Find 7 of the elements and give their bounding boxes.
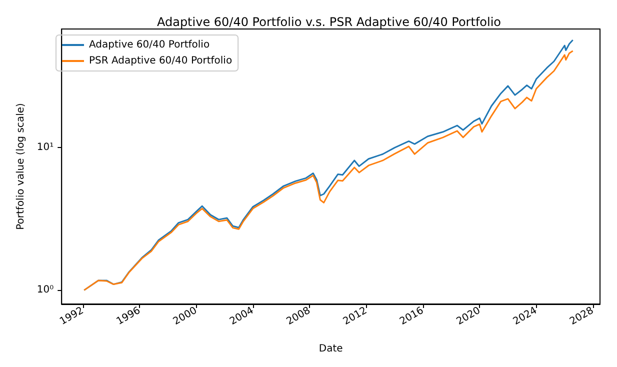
chart-title: Adaptive 60/40 Portfolio v.s. PSR Adaptive 60/40 Portfolio: [156, 15, 502, 29]
legend-label: PSR Adaptive 60/40 Portfolio: [89, 56, 232, 66]
y-tick-label: 10⁰: [36, 284, 54, 296]
y-axis-title: Portfolio value (log scale): [16, 103, 26, 230]
x-axis-title: Date: [318, 344, 343, 354]
y-tick-label: 10¹: [36, 142, 54, 154]
legend-label: Adaptive 60/40 Portfolio: [89, 40, 210, 50]
